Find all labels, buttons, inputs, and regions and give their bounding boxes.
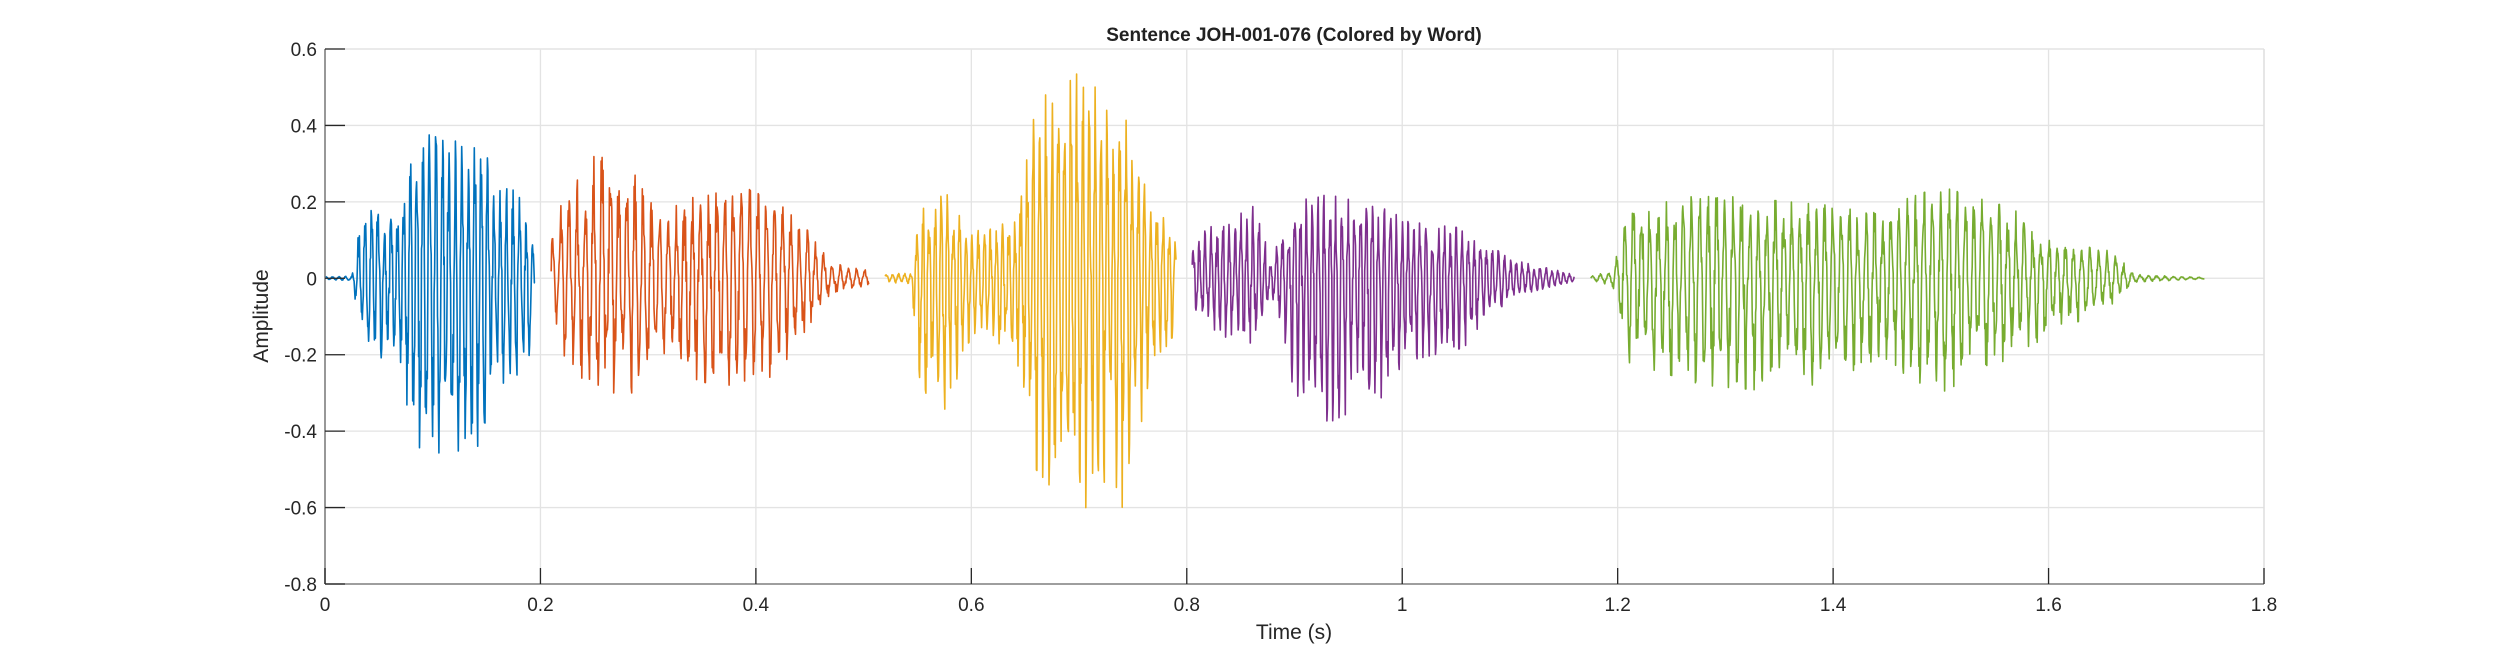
x-axis-ticks: 0 0.2 0.4 0.6 0.8 1 1.2 1.4 1.6 1.8 <box>320 568 2277 616</box>
y-axis-ticks: -0.8 -0.6 -0.4 -0.2 0 0.2 0.4 0.6 <box>284 40 345 596</box>
x-tick-label: 1 <box>1397 595 1408 616</box>
waveform-word-3 <box>884 73 1177 509</box>
y-tick-label: 0.2 <box>291 193 317 214</box>
y-tick-label: 0.6 <box>291 40 317 61</box>
x-tick-label: 0.4 <box>743 595 770 616</box>
x-tick-label: 1.2 <box>1604 595 1630 616</box>
x-tick-label: 0.2 <box>527 595 553 616</box>
y-tick-label: 0 <box>306 269 317 290</box>
y-tick-label: 0.4 <box>291 116 318 137</box>
waveform-word-4 <box>1191 194 1575 422</box>
chart-title: Sentence JOH-001-076 (Colored by Word) <box>1106 25 1482 46</box>
x-axis-label: Time (s) <box>1256 621 1332 644</box>
x-tick-label: 1.8 <box>2251 595 2277 616</box>
y-tick-label: -0.4 <box>284 422 317 443</box>
y-tick-label: -0.6 <box>284 499 317 520</box>
y-axis-label: Amplitude <box>250 269 273 362</box>
x-tick-label: 1.4 <box>1820 595 1847 616</box>
y-tick-label: -0.8 <box>284 575 317 596</box>
x-tick-label: 0 <box>320 595 331 616</box>
waveform-word-2 <box>550 155 870 394</box>
y-tick-label: -0.2 <box>284 346 317 367</box>
x-tick-label: 1.6 <box>2035 595 2061 616</box>
axes-frame <box>324 48 2265 585</box>
x-tick-label: 0.8 <box>1174 595 1200 616</box>
waveform-word-5 <box>1590 188 2205 392</box>
x-tick-label: 0.6 <box>958 595 984 616</box>
waveform-series <box>324 73 2205 509</box>
waveform-word-1 <box>324 134 536 454</box>
